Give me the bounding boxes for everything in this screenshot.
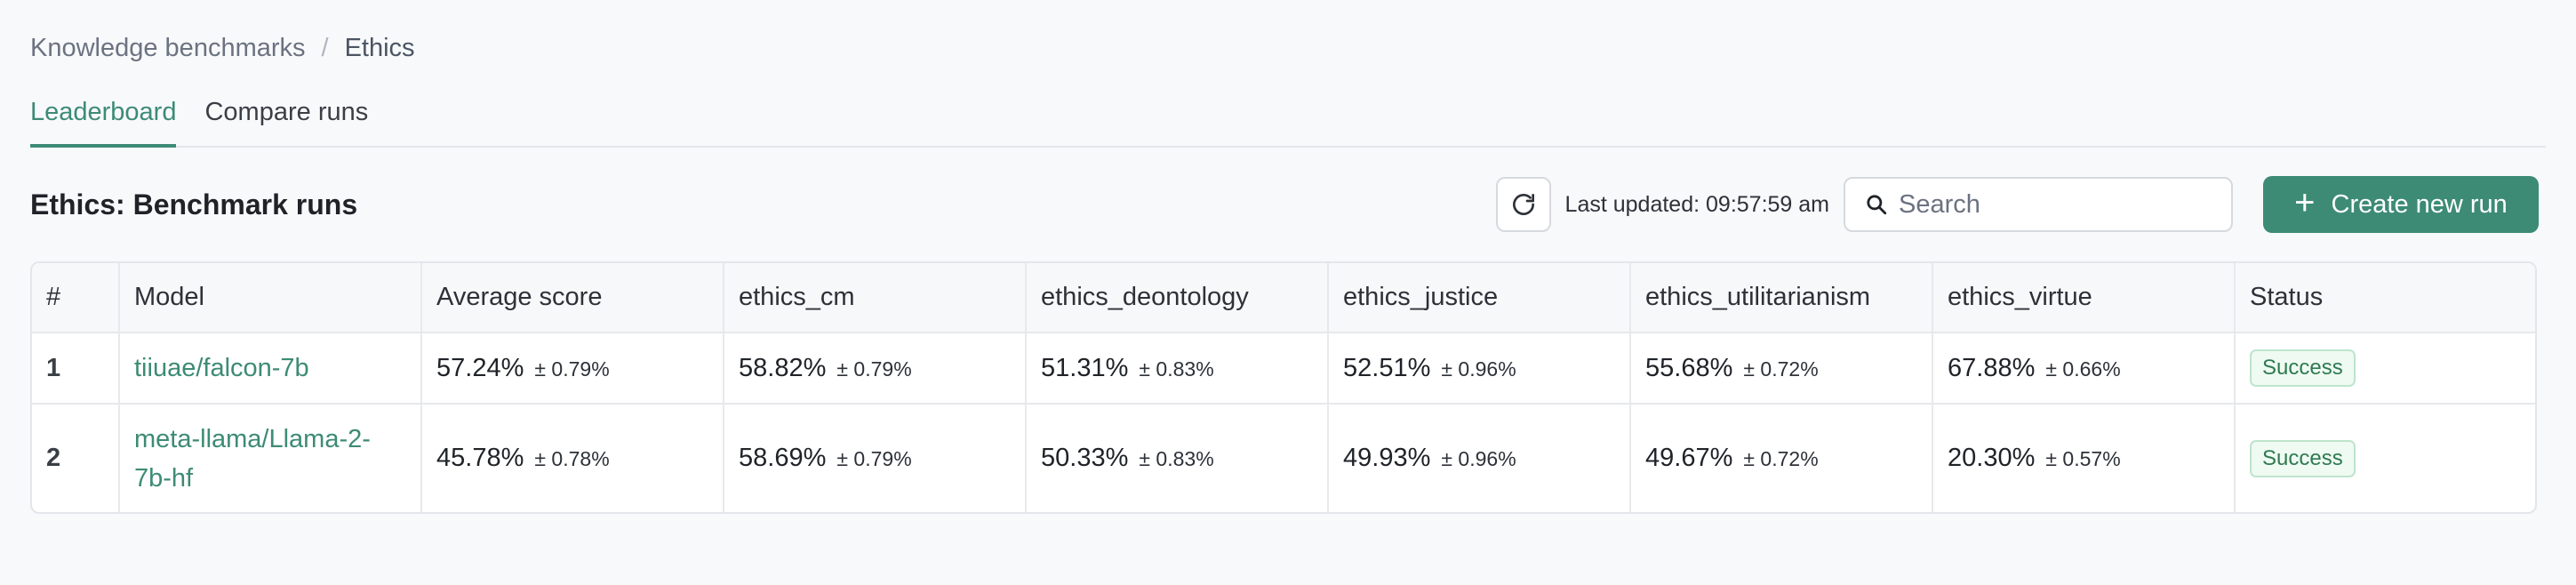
create-new-run-label: Create new run — [2331, 189, 2508, 219]
score-cell: 67.88% ± 0.66% — [1932, 333, 2236, 404]
breadcrumb: Knowledge benchmarks / Ethics — [30, 34, 415, 63]
search-input[interactable] — [1899, 189, 2219, 220]
score-value: 50.33% — [1041, 444, 1129, 472]
row-index: 1 — [32, 333, 120, 404]
score-error: ± 0.79% — [836, 447, 912, 470]
column-header-ethics-virtue[interactable]: ethics_virtue — [1932, 263, 2236, 333]
score-cell: 51.31% ± 0.83% — [1026, 333, 1329, 404]
score-cell: 57.24% ± 0.79% — [421, 333, 724, 404]
breadcrumb-parent[interactable]: Knowledge benchmarks — [30, 34, 306, 62]
create-new-run-button[interactable]: + Create new run — [2263, 176, 2539, 233]
score-error: ± 0.78% — [534, 447, 610, 470]
score-value: 51.31% — [1041, 353, 1129, 382]
score-cell: 20.30% ± 0.57% — [1932, 404, 2236, 512]
column-header-ethics-cm[interactable]: ethics_cm — [724, 263, 1027, 333]
refresh-button[interactable] — [1495, 177, 1551, 232]
score-cell: 52.51% ± 0.96% — [1328, 333, 1631, 404]
score-cell: 58.69% ± 0.79% — [724, 404, 1027, 512]
table-row: 2 meta-llama/Llama-2-7b-hf 45.78% ± 0.78… — [32, 404, 2535, 512]
score-value: 49.67% — [1645, 444, 1733, 472]
score-value: 20.30% — [1948, 444, 2036, 472]
search-icon — [1867, 195, 1887, 215]
plus-icon: + — [2294, 183, 2316, 222]
score-error: ± 0.72% — [1743, 357, 1819, 381]
score-value: 45.78% — [436, 444, 524, 472]
score-value: 57.24% — [436, 353, 524, 382]
column-header-average-score[interactable]: Average score — [421, 263, 724, 333]
score-error: ± 0.96% — [1441, 447, 1516, 470]
benchmark-runs-table: # Model Average score ethics_cm ethics_d… — [30, 261, 2537, 514]
column-header-ethics-justice[interactable]: ethics_justice — [1328, 263, 1631, 333]
score-error: ± 0.96% — [1441, 357, 1516, 381]
score-cell: 55.68% ± 0.72% — [1630, 333, 1933, 404]
model-link[interactable]: meta-llama/Llama-2-7b-hf — [134, 424, 371, 493]
last-updated-text: Last updated: 09:57:59 am — [1564, 191, 1829, 217]
score-cell: 49.67% ± 0.72% — [1630, 404, 1933, 512]
breadcrumb-separator: / — [321, 34, 329, 62]
status-cell: Success — [2235, 333, 2535, 404]
score-error: ± 0.79% — [534, 357, 610, 381]
score-cell: 45.78% ± 0.78% — [421, 404, 724, 512]
score-cell: 58.82% ± 0.79% — [724, 333, 1027, 404]
column-header-ethics-utilitarianism[interactable]: ethics_utilitarianism — [1630, 263, 1933, 333]
score-value: 67.88% — [1948, 353, 2036, 382]
score-cell: 50.33% ± 0.83% — [1026, 404, 1329, 512]
score-error: ± 0.83% — [1139, 447, 1214, 470]
score-cell: 49.93% ± 0.96% — [1328, 404, 1631, 512]
toolbar: Last updated: 09:57:59 am + Create new r… — [1495, 176, 2539, 233]
row-index: 2 — [32, 404, 120, 512]
model-cell: tiiuae/falcon-7b — [119, 333, 422, 404]
score-value: 58.69% — [739, 444, 827, 472]
model-link[interactable]: tiiuae/falcon-7b — [134, 354, 309, 382]
score-error: ± 0.72% — [1743, 447, 1819, 470]
column-header-ethics-deontology[interactable]: ethics_deontology — [1026, 263, 1329, 333]
score-value: 49.93% — [1343, 444, 1431, 472]
search-box[interactable] — [1844, 177, 2233, 232]
score-error: ± 0.57% — [2045, 447, 2121, 470]
tab-bar: Leaderboard Compare runs — [30, 92, 2546, 148]
status-cell: Success — [2235, 404, 2535, 512]
score-value: 55.68% — [1645, 353, 1733, 382]
score-error: ± 0.66% — [2045, 357, 2121, 381]
page-title: Ethics: Benchmark runs — [30, 188, 358, 220]
column-header-status[interactable]: Status — [2250, 283, 2324, 311]
refresh-icon — [1512, 194, 1534, 215]
model-cell: meta-llama/Llama-2-7b-hf — [119, 404, 422, 512]
score-error: ± 0.79% — [836, 357, 912, 381]
column-header-index[interactable]: # — [32, 263, 120, 333]
status-badge: Success — [2250, 349, 2356, 387]
table-row: 1 tiiuae/falcon-7b 57.24% ± 0.79% 58.82%… — [32, 333, 2535, 404]
score-value: 58.82% — [739, 353, 827, 382]
status-badge: Success — [2250, 439, 2356, 477]
tab-leaderboard[interactable]: Leaderboard — [30, 92, 177, 148]
column-header-model[interactable]: Model — [119, 263, 422, 333]
breadcrumb-current: Ethics — [344, 34, 415, 62]
score-error: ± 0.83% — [1139, 357, 1214, 381]
table-header-row: # Model Average score ethics_cm ethics_d… — [32, 263, 2535, 333]
score-value: 52.51% — [1343, 353, 1431, 382]
tab-compare-runs[interactable]: Compare runs — [204, 98, 369, 126]
